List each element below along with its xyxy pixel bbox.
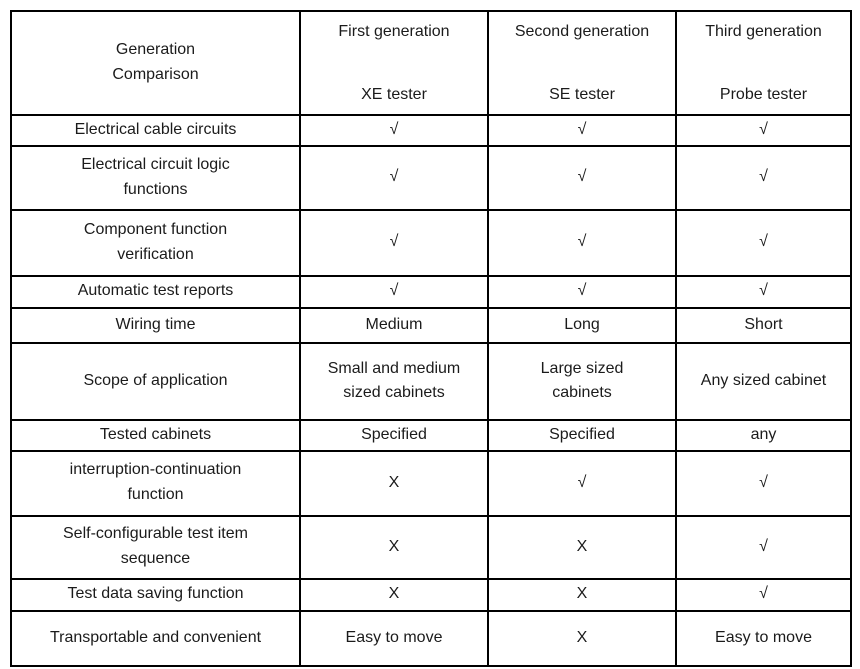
table-row: Automatic test reports √ √ √ (10, 274, 852, 309)
value-cell: √ (299, 208, 489, 277)
tester-name: Probe tester (719, 86, 808, 104)
value-cell: Easy to move (299, 609, 489, 667)
row-label-cell: Wiring time (10, 306, 301, 344)
row-label-cell: Electrical cable circuits (10, 114, 301, 147)
generation-name: First generation (338, 23, 450, 40)
value-cell: X (299, 449, 489, 517)
row-label-cell: Electrical circuit logic functions (10, 144, 301, 211)
value-cell: √ (675, 208, 852, 277)
value-cell: Easy to move (675, 609, 852, 667)
table-body: Electrical cable circuits √ √ √ Electrical c… (10, 114, 852, 667)
value-cell: Short (675, 306, 852, 344)
value-cell: Specified (299, 418, 489, 452)
generation-name: Second generation (514, 23, 650, 40)
value-cell: √ (675, 144, 852, 211)
corner-header-cell: Generation Comparison (10, 10, 301, 116)
row-label-cell: interruption-continuation function (10, 449, 301, 517)
value-cell: X (299, 514, 489, 580)
value-cell: √ (487, 144, 677, 211)
value-cell: √ (487, 449, 677, 517)
row-label-cell: Transportable and convenient (10, 609, 301, 667)
tester-name: SE tester (549, 86, 615, 104)
value-cell: √ (299, 144, 489, 211)
value-cell: Specified (487, 418, 677, 452)
table-row: Test data saving function X X √ (10, 577, 852, 612)
value-cell: √ (487, 274, 677, 309)
value-cell: √ (675, 577, 852, 612)
value-cell: √ (675, 274, 852, 309)
tester-name: XE tester (361, 86, 427, 104)
generation-name: Third generation (705, 23, 822, 40)
value-cell: √ (675, 514, 852, 580)
value-cell: Any sized cabinet (675, 341, 852, 421)
value-cell: √ (299, 114, 489, 147)
value-cell: Medium (299, 306, 489, 344)
table-row: Electrical cable circuits √ √ √ (10, 114, 852, 147)
value-cell: X (487, 577, 677, 612)
generation-comparison-table: Generation Comparison First generation XE… (10, 10, 852, 667)
value-cell: X (299, 577, 489, 612)
table-row: interruption-continuation function X √ √ (10, 449, 852, 517)
generation-header-cell: Second generation SE tester (487, 10, 677, 116)
value-cell: √ (675, 114, 852, 147)
row-label-cell: Test data saving function (10, 577, 301, 612)
row-label-cell: Tested cabinets (10, 418, 301, 452)
value-cell: √ (487, 208, 677, 277)
value-cell: Large sized cabinets (487, 341, 677, 421)
table-row: Wiring time Medium Long Short (10, 306, 852, 344)
table-row: Self-configurable test item sequence X X √ (10, 514, 852, 580)
table-row: Transportable and convenient Easy to move… (10, 609, 852, 667)
value-cell: any (675, 418, 852, 452)
value-cell: Small and medium sized cabinets (299, 341, 489, 421)
row-label-cell: Component function verification (10, 208, 301, 277)
generation-header-cell: First generation XE tester (299, 10, 489, 116)
value-cell: X (487, 609, 677, 667)
value-cell: X (487, 514, 677, 580)
table-row: Electrical circuit logic functions √ √ √ (10, 144, 852, 211)
table-row: Scope of application Small and medium siz… (10, 341, 852, 421)
header-row: Generation Comparison First generation XE… (10, 10, 852, 116)
table-row: Tested cabinets Specified Specified any (10, 418, 852, 452)
row-label-cell: Automatic test reports (10, 274, 301, 309)
row-label-cell: Self-configurable test item sequence (10, 514, 301, 580)
value-cell: Long (487, 306, 677, 344)
table-header: Generation Comparison First generation XE… (10, 10, 852, 116)
value-cell: √ (487, 114, 677, 147)
table-row: Component function verification √ √ √ (10, 208, 852, 277)
row-label-cell: Scope of application (10, 341, 301, 421)
generation-header-cell: Third generation Probe tester (675, 10, 852, 116)
value-cell: √ (299, 274, 489, 309)
value-cell: √ (675, 449, 852, 517)
